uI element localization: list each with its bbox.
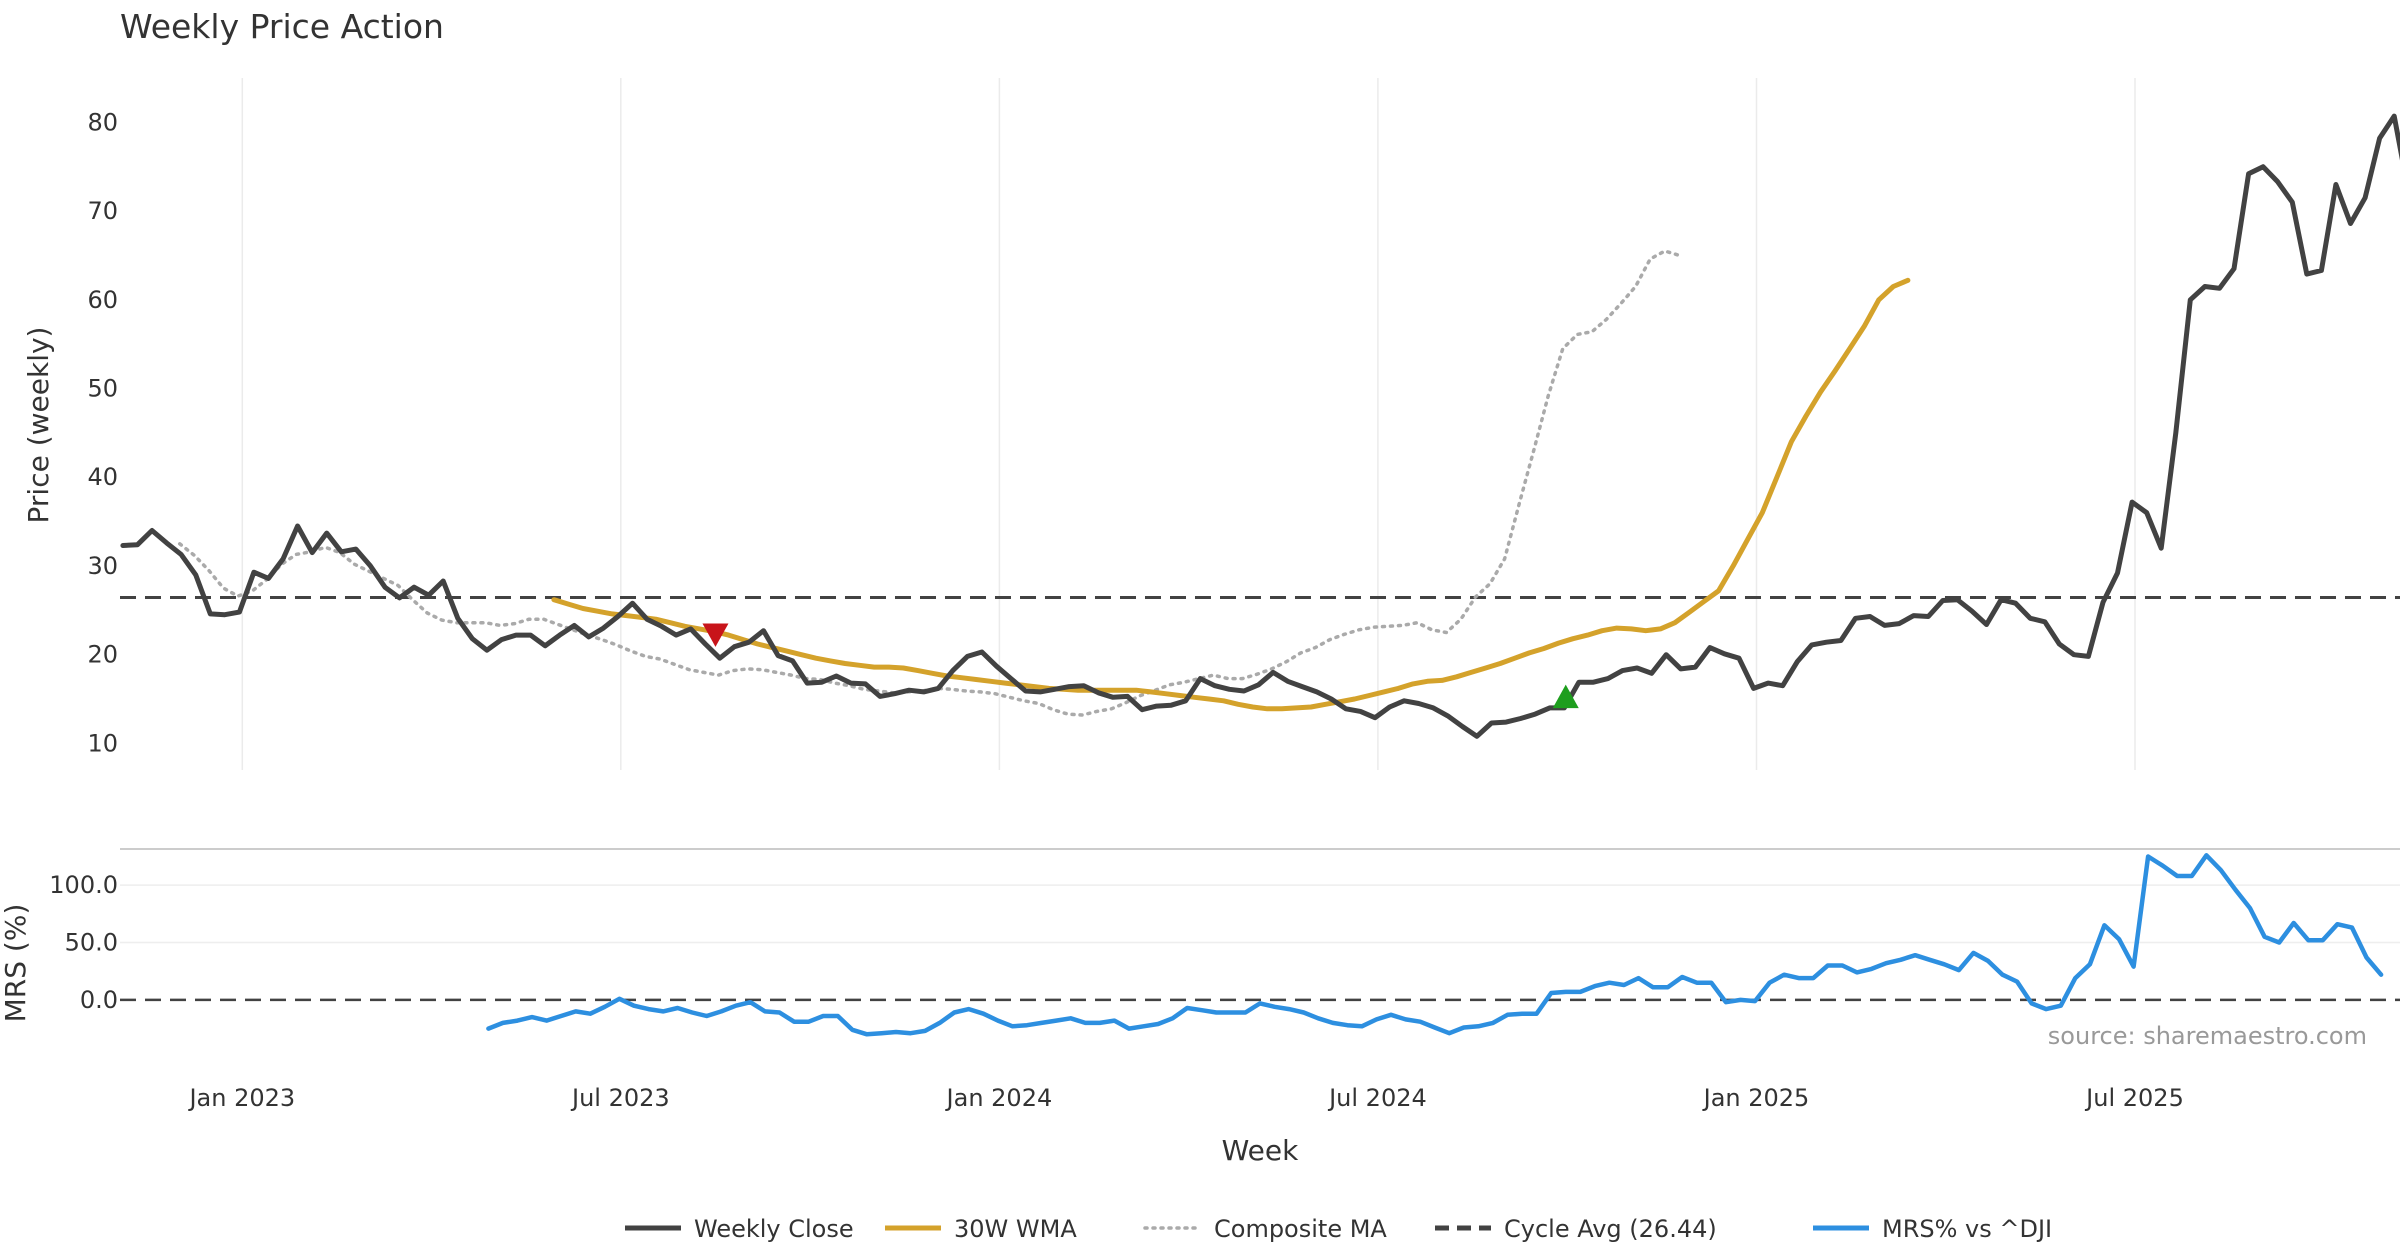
composite-ma-line bbox=[177, 249, 1682, 717]
mrs-y-tick-label: 50.0 bbox=[65, 929, 118, 957]
mrs-y-ticks: 100.0 50.0 0.0 bbox=[49, 871, 118, 1014]
price-y-tick-label: 40 bbox=[87, 463, 118, 491]
source-annotation: source: sharemaestro.com bbox=[2048, 1022, 2367, 1050]
mrs-y-tick-label: 0.0 bbox=[80, 986, 118, 1014]
legend: Weekly Close 30W WMA Composite MA Cycle Avg… bbox=[625, 1215, 2052, 1243]
x-tick-label: Jul 2024 bbox=[1327, 1084, 1427, 1112]
price-y-tick-label: 50 bbox=[87, 375, 118, 403]
price-y-axis-label: Price (weekly) bbox=[22, 327, 55, 524]
mrs-y-axis-label: MRS (%) bbox=[0, 904, 32, 1023]
chart-gridlines bbox=[120, 78, 2400, 944]
legend-label: Cycle Avg (26.44) bbox=[1504, 1215, 1717, 1243]
chart-title: Weekly Price Action bbox=[120, 7, 444, 46]
price-y-tick-label: 80 bbox=[87, 108, 118, 136]
mrs-plot-area bbox=[120, 853, 2400, 1037]
x-tick-label: Jan 2025 bbox=[1702, 1084, 1810, 1112]
x-tick-label: Jan 2024 bbox=[945, 1084, 1053, 1112]
mrs-y-tick-label: 100.0 bbox=[49, 871, 118, 899]
x-axis-label: Week bbox=[1222, 1134, 1299, 1167]
x-ticks: Jan 2023 Jul 2023 Jan 2024 Jul 2024 Jan 2025… bbox=[187, 1084, 2183, 1112]
legend-label: MRS% vs ^DJI bbox=[1882, 1215, 2052, 1243]
mrs-line bbox=[486, 853, 2384, 1037]
x-tick-label: Jan 2023 bbox=[187, 1084, 295, 1112]
price-y-ticks: 10 20 30 40 50 60 70 80 bbox=[87, 108, 118, 757]
price-y-tick-label: 20 bbox=[87, 641, 118, 669]
legend-label: Composite MA bbox=[1214, 1215, 1387, 1243]
legend-label: 30W WMA bbox=[954, 1215, 1077, 1243]
legend-label: Weekly Close bbox=[694, 1215, 854, 1243]
price-y-tick-label: 10 bbox=[87, 729, 118, 757]
wma-30w-line bbox=[551, 277, 1911, 712]
buy-signal-marker bbox=[1552, 684, 1579, 709]
sell-signal-marker bbox=[702, 623, 729, 647]
price-y-tick-label: 30 bbox=[87, 552, 118, 580]
price-y-tick-label: 70 bbox=[87, 197, 118, 225]
x-tick-label: Jul 2025 bbox=[2084, 1084, 2184, 1112]
x-tick-label: Jul 2023 bbox=[570, 1084, 670, 1112]
price-y-tick-label: 60 bbox=[87, 286, 118, 314]
weekly-close-line bbox=[120, 113, 2400, 739]
price-plot-area bbox=[120, 113, 2400, 739]
